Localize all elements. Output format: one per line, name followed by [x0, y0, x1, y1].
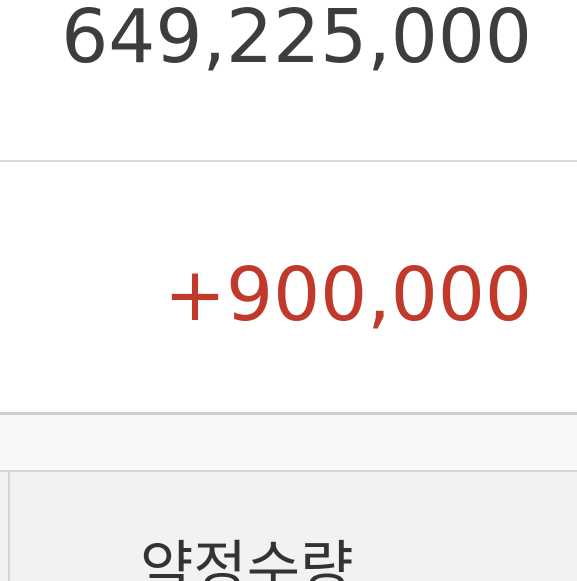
row-divider	[0, 160, 577, 162]
total-amount-row: 649,225,000	[0, 0, 577, 160]
section-gap	[0, 415, 577, 470]
table-header-label: 약정수량	[140, 534, 354, 581]
table-header-row	[0, 470, 577, 581]
change-amount-row: +900,000	[0, 162, 577, 412]
change-amount-value: +900,000	[163, 252, 532, 338]
column-separator	[8, 472, 10, 581]
total-amount-value: 649,225,000	[61, 0, 532, 80]
section-divider	[0, 412, 577, 415]
